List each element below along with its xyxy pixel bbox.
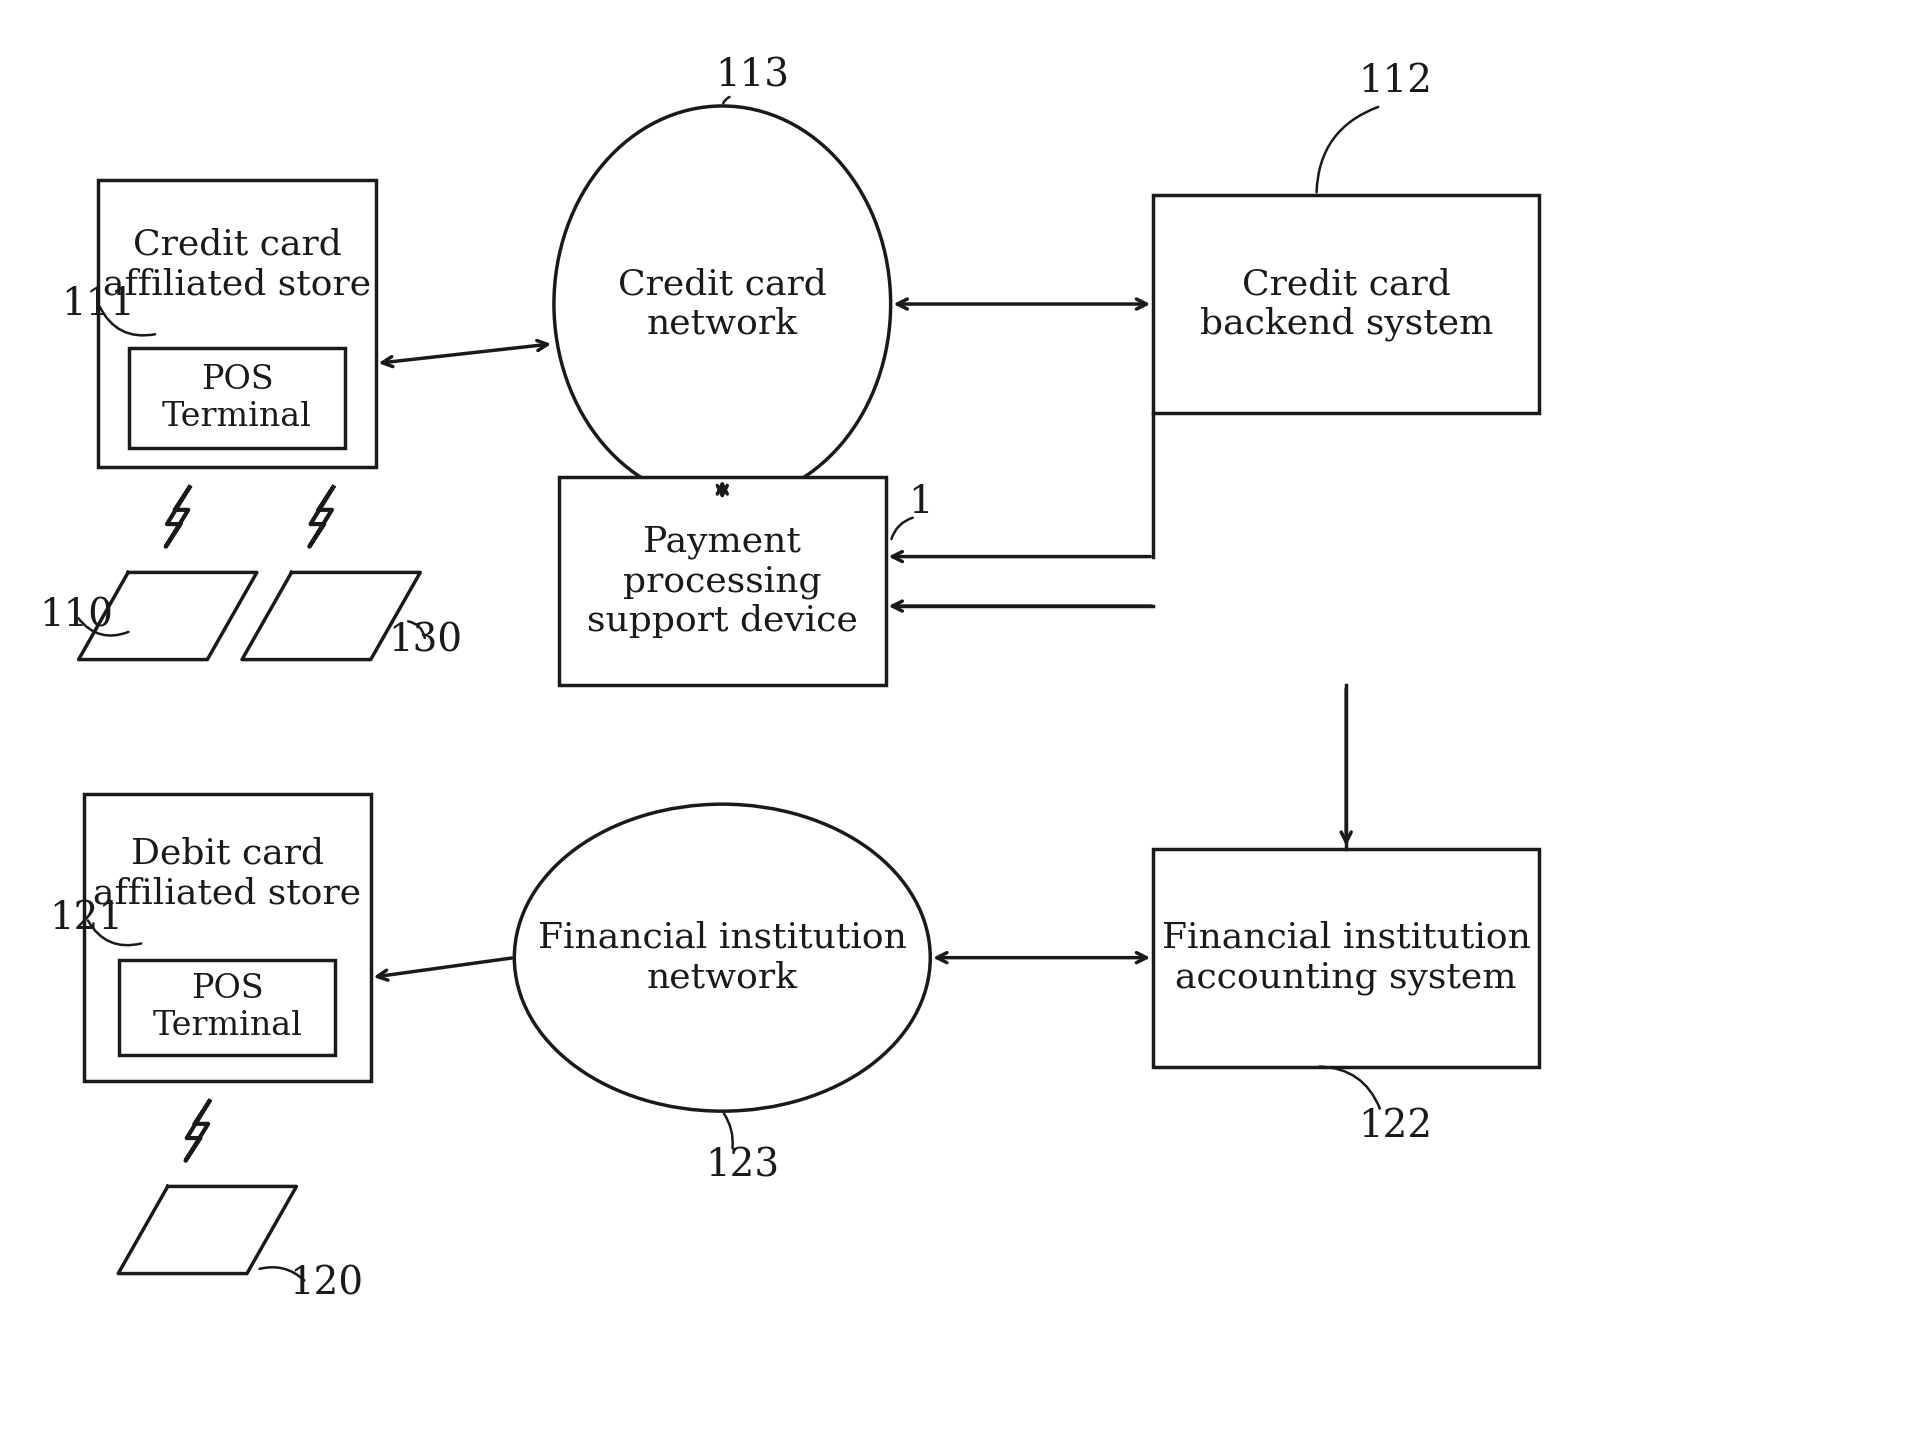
Bar: [1152, 848, 1539, 1066]
Text: Credit card
affiliated store: Credit card affiliated store: [103, 228, 371, 301]
Text: 121: 121: [50, 900, 122, 937]
Text: 112: 112: [1359, 63, 1432, 99]
Text: 1: 1: [907, 484, 932, 521]
Ellipse shape: [553, 106, 890, 502]
Text: POS
Terminal: POS Terminal: [151, 973, 302, 1042]
Text: Financial institution
network: Financial institution network: [538, 921, 905, 994]
Text: Debit card
affiliated store: Debit card affiliated store: [94, 837, 362, 910]
Bar: [128, 347, 345, 448]
Text: POS
Terminal: POS Terminal: [163, 363, 312, 432]
Bar: [84, 794, 371, 1082]
Bar: [119, 960, 335, 1055]
Text: 113: 113: [714, 57, 789, 95]
Polygon shape: [78, 573, 256, 660]
Polygon shape: [241, 573, 419, 660]
Text: 130: 130: [389, 623, 461, 659]
Text: 111: 111: [61, 286, 136, 323]
Text: 122: 122: [1357, 1108, 1432, 1145]
Text: 110: 110: [40, 597, 113, 634]
Bar: [98, 181, 375, 468]
Text: 120: 120: [289, 1266, 364, 1303]
Ellipse shape: [515, 804, 930, 1111]
Text: Credit card
backend system: Credit card backend system: [1198, 267, 1493, 342]
Bar: [559, 478, 886, 686]
Text: Credit card
network: Credit card network: [618, 267, 827, 340]
Polygon shape: [119, 1187, 297, 1274]
Text: 123: 123: [704, 1147, 779, 1184]
Text: Financial institution
accounting system: Financial institution accounting system: [1162, 921, 1529, 994]
Bar: [1152, 195, 1539, 413]
Text: Payment
processing
support device: Payment processing support device: [586, 525, 857, 639]
